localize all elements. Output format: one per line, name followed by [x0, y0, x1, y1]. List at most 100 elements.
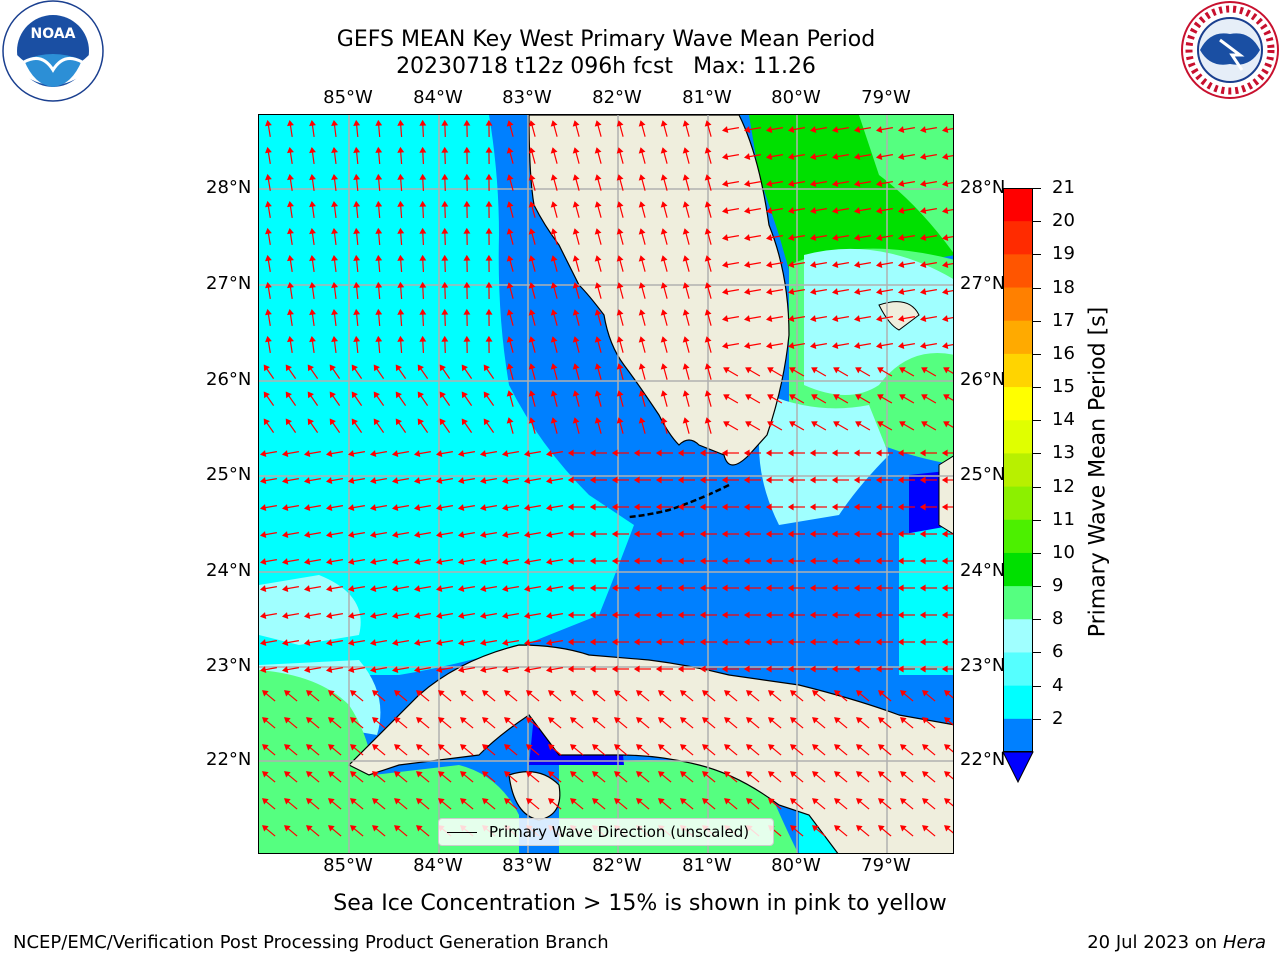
colorbar-cell	[1003, 685, 1033, 720]
wave-arrow-head	[375, 308, 383, 315]
wave-arrow-head	[331, 200, 339, 208]
lat-label-right: 23°N	[960, 655, 1006, 676]
colorbar-cell	[1003, 586, 1033, 620]
wave-arrow-head	[834, 798, 841, 805]
wave-arrow-head	[834, 690, 841, 697]
colorbar-cell	[1003, 486, 1033, 521]
wave-arrow-head	[633, 584, 640, 592]
wave-arrow-head	[944, 825, 951, 832]
wave-arrow-head	[655, 665, 662, 673]
wave-arrow-head	[699, 611, 706, 619]
wave-arrow-head	[611, 611, 618, 619]
wave-arrow-head	[682, 309, 690, 316]
colorbar-tick-mark	[1033, 619, 1041, 621]
wave-arrow-head	[897, 449, 904, 457]
wave-arrow-head	[721, 503, 728, 511]
wave-arrow-head	[309, 227, 316, 235]
wave-arrow-head	[853, 611, 860, 619]
wave-arrow-head	[550, 174, 558, 181]
wave-arrow-head	[353, 335, 361, 343]
wave-arrow-head	[416, 690, 423, 697]
wave-arrow-head	[545, 477, 553, 485]
wave-arrow-head	[523, 666, 531, 674]
wave-arrow-head	[391, 558, 399, 566]
wave-arrow-head	[614, 771, 621, 778]
colorbar-cell	[1003, 221, 1033, 255]
wave-arrow-head	[875, 584, 882, 592]
wave-arrow-head	[325, 450, 333, 458]
wave-arrow-head	[506, 228, 514, 235]
lat-label-right: 26°N	[960, 369, 1006, 390]
colorbar-cell	[1003, 320, 1033, 355]
wave-arrow-head	[919, 449, 926, 457]
wave-arrow-head	[789, 421, 796, 428]
wave-arrow-head	[594, 147, 602, 154]
wave-arrow-head	[394, 717, 401, 724]
colorbar-tick-label: 8	[1052, 608, 1064, 630]
wave-arrow-head	[501, 612, 509, 620]
wave-arrow-head	[528, 336, 536, 343]
wave-arrow-head	[743, 476, 750, 484]
colorbar-tick-mark	[1033, 188, 1041, 189]
lat-label-left: 24°N	[206, 560, 252, 581]
wave-arrow-head	[853, 207, 861, 215]
wave-arrow-head	[265, 119, 272, 127]
wave-arrow-head	[809, 315, 817, 323]
wave-arrow-head	[787, 449, 794, 457]
wave-arrow-head	[457, 504, 465, 512]
colorbar	[1002, 188, 1034, 784]
wave-arrow-head	[391, 612, 399, 620]
wave-arrow-head	[704, 309, 712, 316]
map-title: GEFS MEAN Key West Primary Wave Mean Per…	[336, 27, 876, 52]
wave-arrow-head	[831, 665, 838, 673]
wave-arrow-head	[941, 153, 949, 161]
wave-arrow-head	[413, 450, 421, 458]
wave-arrow-head	[504, 717, 511, 724]
wave-arrow-head	[594, 255, 602, 262]
wave-arrow-head	[259, 558, 267, 566]
wave-arrow-head	[831, 476, 838, 484]
wave-arrow-head	[855, 421, 862, 428]
wave-arrow-head	[787, 503, 794, 511]
wave-arrow-head	[485, 173, 493, 180]
wave-arrow-head	[567, 557, 574, 565]
wave-arrow-head	[812, 798, 819, 805]
wave-arrow-head	[787, 126, 795, 134]
light-green-field	[259, 670, 519, 853]
wave-arrow-head	[548, 798, 555, 805]
wave-arrow-head	[743, 584, 750, 592]
wave-arrow-head	[616, 282, 624, 289]
wave-arrow-head	[570, 690, 577, 697]
wave-arrow-head	[413, 666, 421, 674]
wave-arrow-head	[259, 612, 267, 620]
colorbar-tick-mark	[1033, 420, 1041, 422]
wave-arrow-head	[900, 690, 907, 697]
wave-arrow-head	[435, 477, 443, 485]
wave-arrow-head	[787, 476, 794, 484]
wave-arrow-head	[721, 476, 728, 484]
wave-arrow-head	[878, 825, 885, 832]
wave-arrow-head	[941, 665, 948, 673]
wave-arrow-head	[572, 255, 580, 262]
wave-arrow-head	[636, 690, 643, 697]
wave-arrow-head	[699, 665, 706, 673]
wave-arrow-head	[550, 309, 558, 316]
wave-arrow-head	[682, 390, 690, 397]
wave-arrow-head	[636, 798, 643, 805]
wave-arrow-head	[897, 234, 905, 242]
wave-arrow-head	[809, 503, 816, 511]
wave-arrow-head	[482, 798, 489, 805]
wave-arrow-head	[523, 504, 531, 512]
wave-arrow-head	[699, 584, 706, 592]
wave-arrow-head	[616, 417, 624, 424]
wave-arrow-head	[875, 153, 883, 161]
wave-arrow-head	[375, 254, 383, 261]
wave-arrow-head	[306, 798, 313, 805]
wave-arrow-head	[831, 503, 838, 511]
wave-arrow-head	[501, 477, 509, 485]
wave-arrow-head	[900, 744, 907, 751]
wave-arrow-head	[594, 228, 602, 235]
wave-arrow-head	[677, 449, 684, 457]
wave-arrow-head	[397, 119, 405, 126]
florida-keys	[628, 483, 730, 519]
